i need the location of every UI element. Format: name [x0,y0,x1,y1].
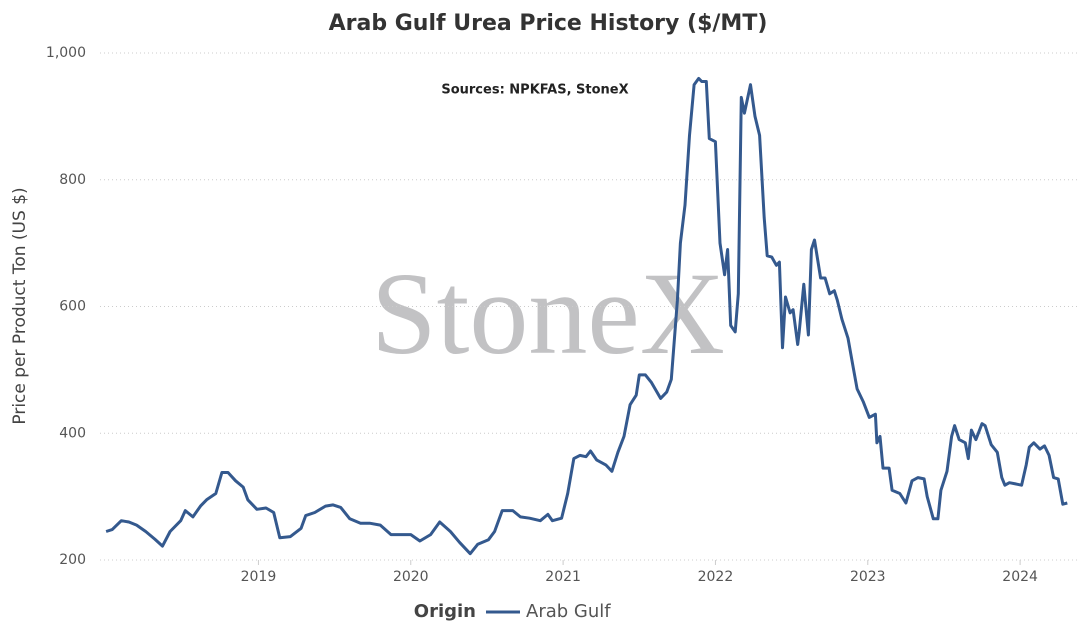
y-tick-label: 200 [59,552,86,568]
x-tick-label: 2019 [241,569,277,585]
y-tick-label: 600 [59,299,86,315]
x-tick-label: 2024 [1002,569,1038,585]
y-tick-label: 1,000 [46,45,86,61]
x-tick-label: 2023 [850,569,886,585]
annotation: Sources: NPKFAS, StoneX [441,83,628,98]
chart-title: Arab Gulf Urea Price History ($/MT) [329,11,768,36]
x-tick-label: 2021 [545,569,581,585]
legend-label: Arab Gulf [526,601,611,622]
legend-title: Origin [414,601,476,622]
x-tick-label: 2020 [393,569,429,585]
y-axis-label: Price per Product Ton (US $) [10,187,30,424]
watermark: StoneX [371,248,725,379]
y-tick-label: 400 [59,425,86,441]
series-line [105,76,1068,556]
y-tick-label: 800 [59,172,86,188]
x-tick-label: 2022 [698,569,734,585]
